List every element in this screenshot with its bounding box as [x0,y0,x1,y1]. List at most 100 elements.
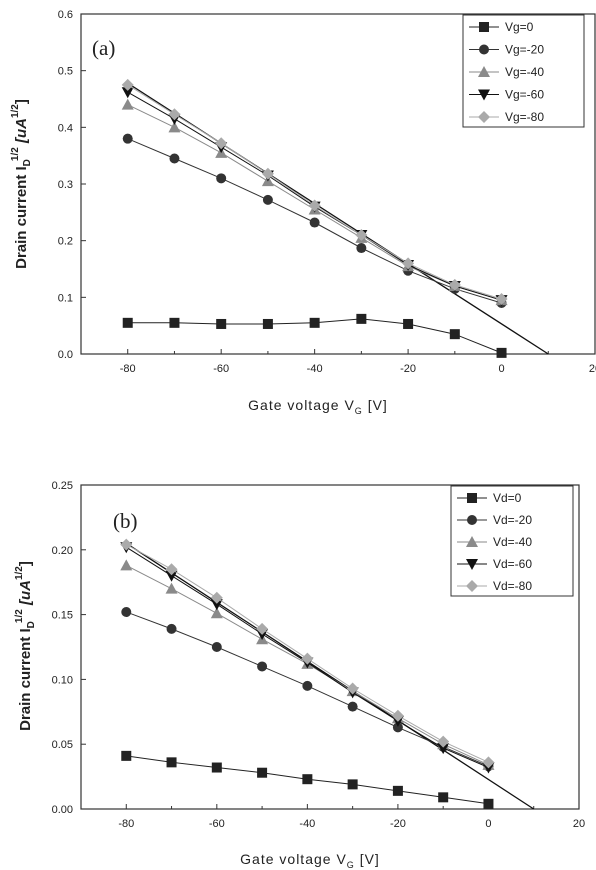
legend: Vg=0 Vg=-20 Vg=-40 Vg=-60 Vg=-80 [462,14,585,128]
legend-marker [479,44,489,55]
data-point [495,293,508,306]
data-point [449,329,460,340]
legend: Vd=0 Vd=-20 Vd=-40 Vd=-60 Vd=-80 [450,485,574,597]
legend-marker [467,493,477,503]
legend-marker [478,66,490,77]
y-axis-title-sup: 1/2 [10,147,21,161]
data-point [121,750,132,761]
y-axis-title-main: Drain current I [13,166,30,269]
series-Vd=-80 [120,538,495,769]
x-tick-label: -20 [400,363,416,375]
x-axis-title-main: Gate voltage V [240,851,347,867]
legend-marker [479,22,489,32]
x-tick-label: 20 [589,363,596,375]
x-tick-label: -40 [299,818,315,830]
legend-label: Vg=0 [505,20,534,34]
data-point [120,559,133,571]
legend-label: Vd=-60 [493,557,532,571]
data-point [211,642,222,652]
data-point [122,133,133,144]
y-tick-label: 0.00 [52,804,73,816]
series-line [127,91,502,301]
y-axis-title-unit-sup: 1/2 [14,566,25,580]
plot-frame [80,484,580,810]
data-point [169,317,180,328]
chart-panel-a: -80 -60 -40 -20 0 20 0.0 0.1 0.2 0.3 0.4 0.5 0.6 (a) V… [10,9,596,416]
data-point [261,167,274,180]
data-point [256,622,269,635]
data-point [309,217,320,228]
data-point [438,792,449,803]
x-tick-label: 0 [498,363,504,375]
data-point [257,767,268,778]
legend-label: Vg=-20 [505,43,544,57]
data-point [309,317,320,328]
y-tick-label: 0.3 [58,179,73,191]
data-point [121,87,134,99]
data-point [165,563,178,576]
data-point [355,229,368,241]
legend-marker [467,515,477,525]
data-point [216,318,227,329]
legend-label: Vg=-80 [505,110,544,124]
data-point [346,682,359,695]
y-axis-title-unit-end: ] [17,561,34,566]
legend-marker [466,580,478,592]
data-point [121,78,134,91]
x-tick-label: -60 [213,363,229,375]
y-tick-label: 0.6 [58,9,73,21]
legend-marker [478,111,490,123]
data-point [121,98,134,110]
legend-marker [466,559,478,570]
legend-label: Vd=0 [493,491,522,505]
data-point [215,137,228,150]
chart-panel-b: -80 -60 -40 -20 0 20 0.00 0.05 0.10 0.15 0.20 0.25 (… [14,480,585,870]
data-point [169,153,180,164]
legend-label: Vg=-40 [505,65,544,79]
series-Vg=-60 [121,87,508,307]
data-point [347,779,358,790]
series-Vg=-80 [121,78,508,306]
data-point [210,599,223,611]
data-point [216,173,227,184]
x-tick-label: -80 [120,363,136,375]
data-point [347,701,358,712]
y-tick-label: 0.1 [58,292,73,304]
data-point [301,652,314,665]
x-axis-title-main: Gate voltage V [248,397,355,413]
panel-label: (a) [92,36,115,60]
data-point [166,757,177,768]
series-Vd=0 [121,750,494,809]
x-tick-label: -20 [390,818,406,830]
data-point [403,318,414,329]
data-point [165,570,178,582]
data-point [356,243,367,254]
data-point [483,798,494,809]
data-point [356,313,367,324]
data-point [257,661,268,672]
y-axis-title-unit-end: ] [13,99,30,104]
x-tick-label: -80 [118,818,134,830]
data-point [166,623,177,634]
legend-marker [466,536,478,547]
y-tick-label: 0.25 [52,480,73,492]
data-point [402,257,415,270]
legend-label: Vg=-60 [505,88,544,102]
data-point [121,607,132,618]
y-tick-label: 0.2 [58,236,73,248]
data-point [448,278,461,291]
data-point [391,709,404,722]
x-tick-label: 20 [573,818,585,830]
data-point [302,774,313,785]
x-axis-title: Gate voltage VG [V] [248,397,388,416]
data-point [211,762,222,773]
data-point [120,538,133,551]
x-tick-label: 0 [485,818,491,830]
y-axis-title-unit: [uA [17,580,34,609]
legend-label: Vd=-40 [493,535,532,549]
legend-label: Vd=-20 [493,513,532,527]
y-tick-label: 0.0 [58,349,73,361]
data-point [210,607,223,619]
data-point [262,318,273,329]
